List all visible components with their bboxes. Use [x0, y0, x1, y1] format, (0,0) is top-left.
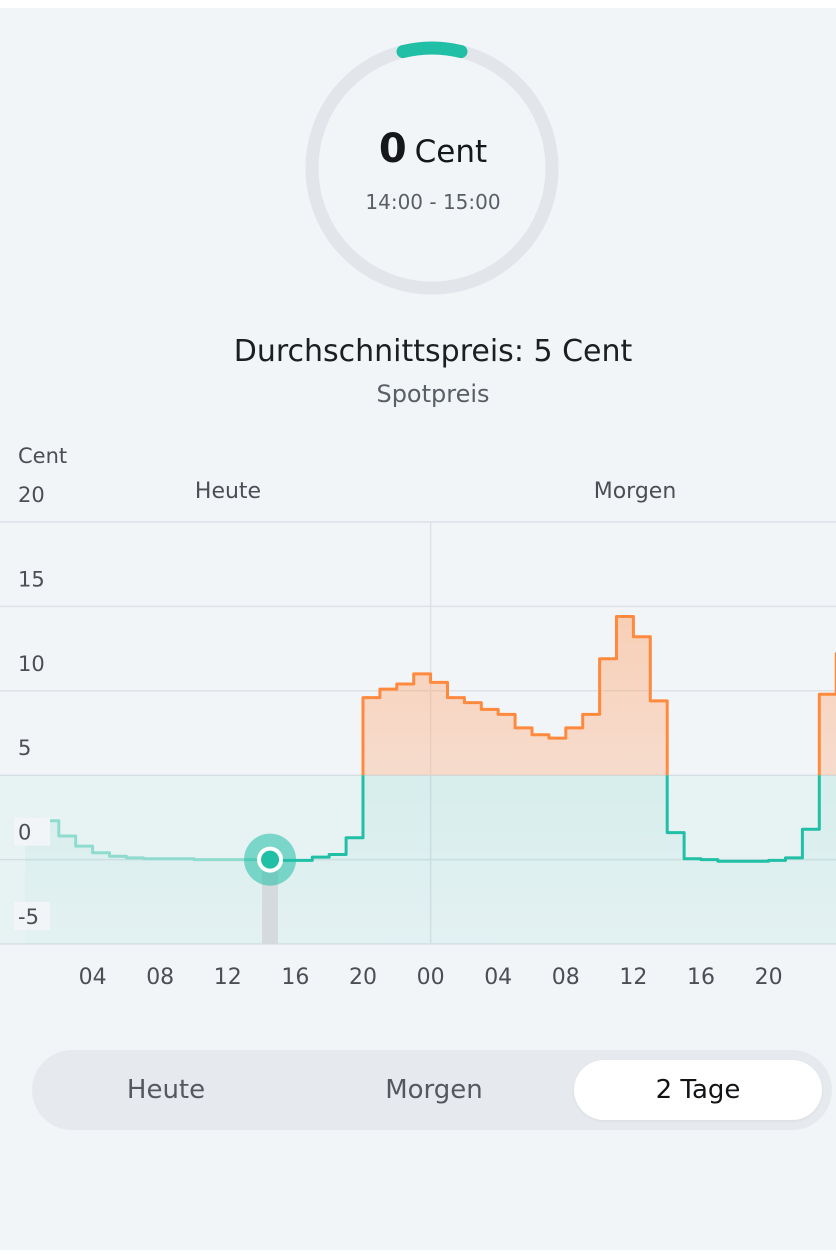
y-tick-label: 5	[18, 736, 31, 760]
range-option-tomorrow[interactable]: Morgen	[385, 1075, 483, 1105]
x-tick-label: 16	[687, 965, 715, 990]
day-label-tomorrow: Morgen	[594, 479, 677, 504]
future-above	[361, 615, 836, 776]
price-line-below-average	[261, 775, 821, 863]
price-chart[interactable]: 20 15 10 5 0 -5 Cent Heute Morgen 04 08 12 16 20 00 04 0…	[0, 8, 836, 1008]
price-gauge	[305, 41, 559, 295]
y-tick-chip	[14, 648, 50, 677]
day-label-today: Heute	[195, 479, 261, 504]
y-tick-chip	[14, 817, 50, 846]
x-tick-label: 12	[619, 965, 647, 990]
y-tick-chip	[14, 480, 50, 508]
chart-fill	[0, 616, 836, 944]
x-tick-label: 08	[552, 965, 580, 990]
current-time-range: 14:00 - 15:00	[365, 190, 501, 214]
range-option-two-days[interactable]: 2 Tage	[574, 1060, 822, 1120]
future-below	[261, 775, 821, 863]
x-tick-label: 16	[281, 965, 309, 990]
above-average-area	[363, 616, 836, 776]
y-tick-label: -5	[18, 905, 39, 929]
x-tick-label: 12	[214, 965, 242, 990]
past-segment	[25, 817, 262, 862]
range-option-today[interactable]: Heute	[126, 1075, 206, 1105]
y-axis-label: Cent	[18, 444, 67, 468]
gauge-progress-arc	[396, 41, 468, 59]
current-price: 0 Cent	[0, 126, 836, 172]
below-average-area	[25, 775, 836, 944]
current-price-value: 0	[378, 126, 407, 172]
x-tick-label: 04	[79, 965, 107, 990]
price-type-label: Spotpreis	[376, 380, 490, 408]
chart-labels: 20 15 10 5 0 -5 Cent Heute Morgen 04 08 12 16 20 00 04 0…	[14, 444, 783, 990]
chart-selection[interactable]	[244, 833, 297, 944]
current-price-unit: Cent	[414, 134, 488, 170]
selection-point[interactable]	[257, 846, 284, 873]
price-line-above-average	[361, 615, 836, 776]
range-selector: Heute Morgen 2 Tage	[32, 1050, 832, 1130]
x-tick-label: 20	[755, 965, 783, 990]
average-price-label: Durchschnittspreis: 5 Cent	[233, 334, 633, 369]
x-tick-label: 00	[417, 965, 445, 990]
x-tick-label: 08	[146, 965, 174, 990]
chart-series-line	[25, 615, 836, 863]
y-tick-chip	[14, 564, 50, 593]
app-screen: 0 Cent 14:00 - 15:00 Durchschnittspreis: …	[0, 8, 836, 1250]
y-tick-label: 20	[18, 483, 45, 507]
y-tick-label: 15	[18, 567, 45, 591]
x-tick-label: 04	[484, 965, 512, 990]
y-tick-chip	[14, 733, 50, 762]
y-tick-label: 10	[18, 652, 45, 676]
x-tick-label: 20	[349, 965, 377, 990]
past-price-line	[25, 817, 262, 862]
future-segment	[261, 615, 836, 863]
y-tick-label: 0	[18, 821, 31, 845]
y-tick-chip	[14, 902, 50, 930]
